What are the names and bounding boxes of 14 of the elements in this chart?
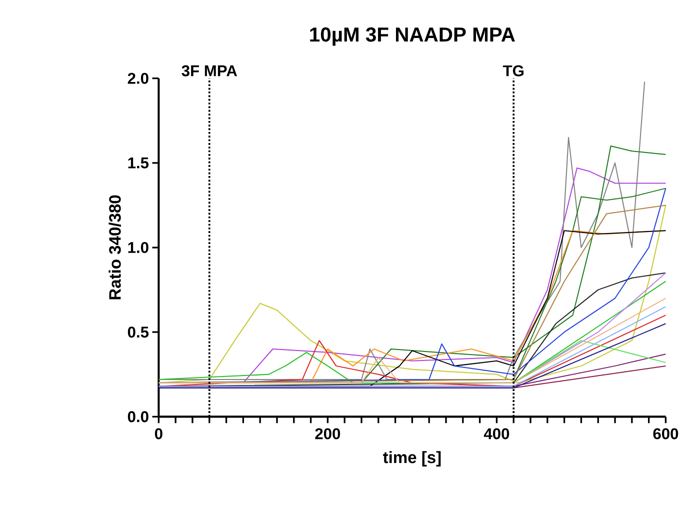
y-tick-label: 0.5	[128, 326, 149, 338]
x-axis-title: time [s]	[383, 450, 441, 466]
x-tick-label: 600	[653, 428, 678, 440]
y-axis-title: Ratio 340/380	[108, 195, 121, 300]
y-tick-label: 1.5	[128, 157, 149, 168]
x-tick-label: 0	[154, 428, 162, 440]
x-tick-label: 200	[315, 428, 340, 440]
chart-title: 10µM 3F NAADP MPA	[310, 27, 515, 46]
ref-line-label: 3F MPA	[182, 65, 238, 76]
y-tick-label: 0.0	[128, 411, 148, 422]
y-tick-label: 1.0	[128, 242, 148, 253]
ref-line-label: TG	[502, 65, 524, 76]
y-tick-label: 2.0	[128, 72, 148, 84]
x-tick-label: 400	[484, 428, 510, 440]
